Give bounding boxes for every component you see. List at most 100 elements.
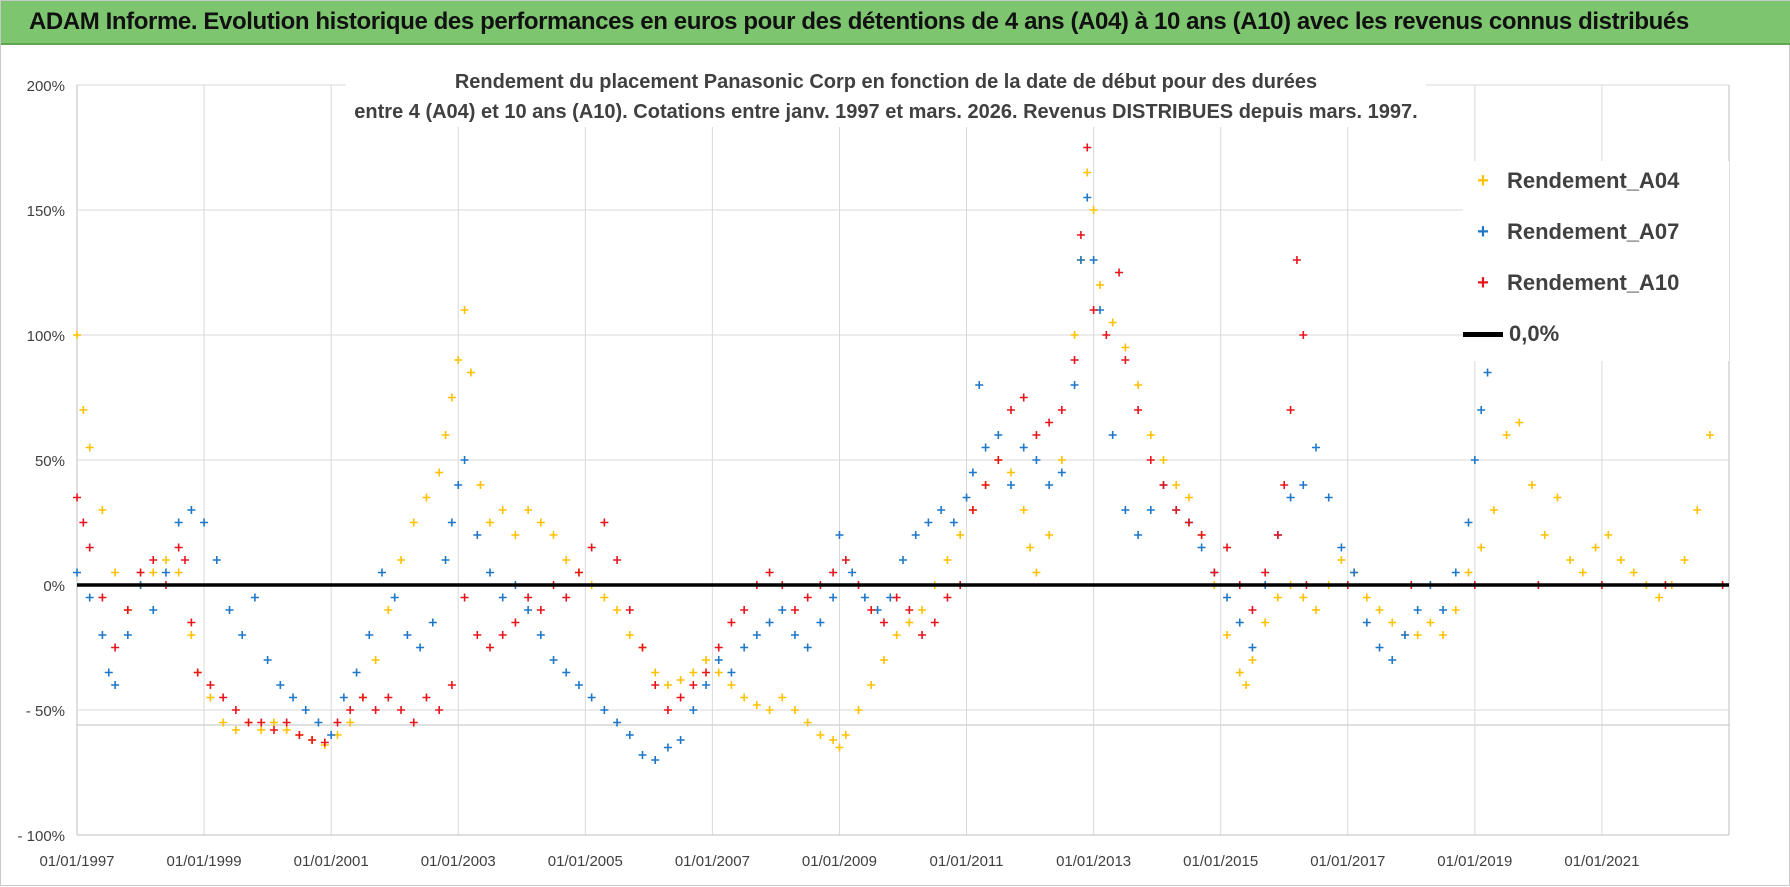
data-point (1019, 443, 1028, 452)
data-point (476, 481, 485, 489)
data-point (1261, 568, 1270, 577)
data-point (1477, 406, 1486, 414)
data-point (689, 706, 698, 714)
data-point (994, 456, 1003, 464)
data-point (111, 681, 120, 689)
data-point (663, 706, 672, 714)
data-point (1057, 406, 1066, 414)
legend-label-a04: Rendement_A04 (1507, 168, 1680, 193)
data-point (409, 718, 418, 727)
data-point (1299, 331, 1308, 339)
data-point (1470, 456, 1479, 464)
data-point (498, 506, 507, 514)
data-point (854, 706, 863, 714)
data-point (937, 506, 946, 514)
data-point (1248, 606, 1257, 614)
data-point (1464, 568, 1473, 577)
data-point (1108, 431, 1117, 439)
data-point (1426, 618, 1435, 627)
data-point (562, 593, 571, 602)
chart-title-line-2: entre 4 (A04) et 10 ans (A10). Cotations… (354, 101, 1418, 123)
data-point (1083, 193, 1092, 202)
data-point (1045, 531, 1054, 539)
data-point (1032, 456, 1041, 464)
data-point (663, 743, 672, 752)
data-point (447, 393, 456, 402)
series-Rendement_A07 (73, 193, 1492, 764)
data-point (511, 618, 520, 627)
data-point (943, 556, 952, 564)
data-point (498, 631, 507, 639)
data-point (441, 431, 450, 439)
legend-item-a07: + Rendement_A07 (1463, 212, 1679, 252)
data-point (98, 506, 107, 514)
data-point (149, 568, 158, 577)
data-point (1515, 418, 1524, 427)
legend-label-a10: Rendement_A10 (1507, 270, 1680, 295)
data-point (1223, 543, 1232, 552)
data-point (371, 706, 380, 714)
data-point (1007, 468, 1016, 477)
data-point (651, 756, 660, 764)
data-point (111, 568, 120, 577)
data-point (956, 531, 965, 539)
x-tick-label: 01/01/2001 (294, 853, 369, 870)
data-point (1413, 631, 1422, 639)
data-point (1057, 456, 1066, 464)
data-point (562, 556, 571, 564)
data-point (1324, 493, 1333, 502)
data-point (333, 718, 342, 727)
data-point (765, 706, 774, 714)
legend-item-zero: 0,0% (1463, 314, 1559, 354)
data-point (714, 656, 723, 664)
data-point (238, 631, 247, 639)
data-point (1248, 656, 1257, 664)
data-point (73, 331, 81, 339)
data-point (257, 726, 266, 734)
data-point (1045, 481, 1054, 489)
plus-marker-icon: + (1477, 220, 1489, 243)
data-point (1362, 593, 1371, 602)
data-point (1280, 481, 1289, 489)
data-point (1057, 468, 1066, 477)
data-point (1553, 493, 1562, 502)
data-point (1197, 531, 1206, 539)
x-tick-label: 01/01/2007 (675, 853, 750, 870)
data-point (1350, 568, 1359, 577)
data-point (613, 556, 622, 564)
data-point (536, 631, 545, 639)
data-point (454, 356, 463, 364)
data-point (1248, 643, 1257, 652)
data-point (1477, 543, 1486, 552)
data-point (848, 568, 857, 577)
data-point (435, 468, 444, 477)
data-point (1076, 256, 1085, 264)
data-point (943, 593, 952, 602)
data-point (803, 593, 812, 602)
data-point (1375, 606, 1384, 614)
data-point (390, 593, 399, 602)
data-point (918, 631, 927, 639)
data-point (123, 631, 132, 639)
data-point (1286, 493, 1295, 502)
data-point (689, 681, 698, 689)
data-point (85, 593, 94, 602)
data-point (473, 531, 482, 539)
data-point (123, 606, 132, 614)
data-point (219, 718, 228, 727)
data-point (1655, 593, 1664, 602)
data-point (1705, 431, 1714, 439)
data-point (536, 518, 545, 527)
data-point (899, 556, 907, 564)
data-point (276, 681, 285, 689)
data-point (1312, 443, 1320, 452)
data-point (1566, 556, 1575, 564)
data-point (765, 568, 774, 577)
data-point (752, 701, 761, 709)
data-point (79, 518, 88, 527)
data-point (994, 431, 1003, 439)
data-point (1089, 206, 1098, 214)
y-tick-label: 100% (27, 328, 65, 345)
data-point (1451, 568, 1460, 577)
